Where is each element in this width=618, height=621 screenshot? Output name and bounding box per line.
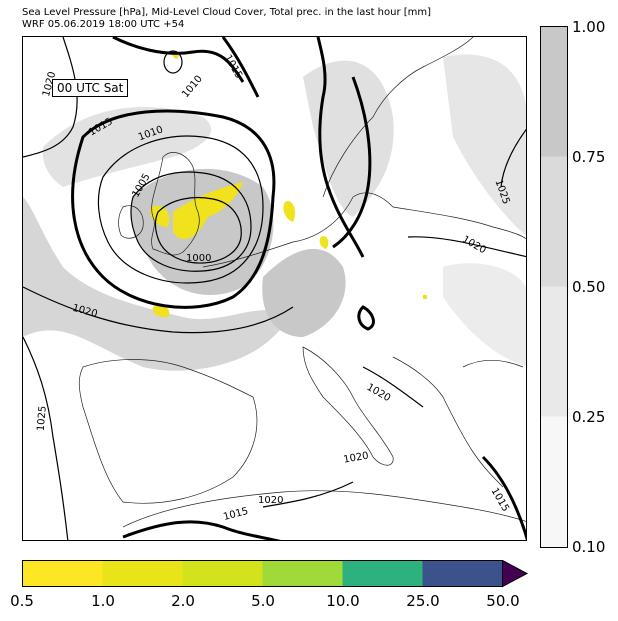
cloud-bin [540, 156, 568, 287]
precip-tick-label: 0.5 [10, 592, 34, 610]
cloud-area-scandinavia [303, 60, 394, 217]
coastline-iberia [78, 359, 258, 504]
precip-bin [262, 560, 343, 587]
isobar-1020-northwest [23, 37, 78, 158]
cloud-tick-label: 0.10 [572, 538, 606, 556]
isobar-label: 1020 [365, 382, 393, 404]
cloud-tick-label: 0.75 [572, 148, 606, 166]
isobar-label: 1025 [36, 405, 49, 431]
precip-colorbar-frame [22, 560, 503, 587]
isobar-1020-center [357, 305, 375, 331]
precip-area-poland [423, 295, 427, 299]
precip-tick-label: 2.0 [171, 592, 195, 610]
isobar-label: 1020 [258, 495, 283, 506]
precip-area-germany [319, 236, 329, 249]
precip-area-britain [173, 182, 243, 240]
time-stamp-label: 00 UTC Sat [52, 79, 129, 97]
cloud-area-central-europe [262, 248, 346, 337]
cloud-tick-label: 0.25 [572, 408, 606, 426]
isobar-1020-south [362, 366, 424, 408]
cloud-colorbar-frame [540, 26, 568, 548]
precip-bin [342, 560, 423, 587]
coastlines [78, 37, 526, 528]
precip-extend-arrow [502, 560, 529, 588]
precip-area-north-sea [283, 201, 296, 222]
isobar-1005 [130, 171, 252, 272]
coastline-britain [151, 152, 200, 256]
coastline-black-sea [462, 359, 524, 368]
coastline-north-africa [122, 490, 526, 528]
isobar-small-low [163, 50, 183, 74]
isobar-1015-north [221, 37, 260, 98]
isobar-1015-thick [112, 37, 245, 83]
cloud-area-atlantic [23, 197, 293, 371]
isobar-label: 1020 [460, 234, 488, 256]
cloud-area-east [443, 263, 526, 367]
isobar-1000 [154, 196, 242, 264]
coastline-scandinavia [322, 37, 474, 198]
coastline-continent [202, 192, 526, 268]
cloud-tick-label: 0.50 [572, 278, 606, 296]
isobar-1015-south [122, 520, 282, 540]
cloud-tick-label: 1.00 [572, 18, 606, 36]
coastline-ireland [118, 205, 144, 239]
map-canvas: 1020 1010 1015 1015 1010 1005 1000 1020 … [23, 37, 526, 540]
isobar-label: 1010 [180, 74, 205, 101]
isobars [23, 37, 526, 540]
cloud-bin [540, 26, 568, 157]
precip-bin [182, 560, 263, 587]
isobar-1010 [97, 135, 264, 284]
isobar-1020-med [262, 481, 354, 508]
precip-area-biscay [152, 305, 170, 318]
precip-bin [422, 560, 503, 587]
precip-bin [102, 560, 183, 587]
isobar-1025-west [23, 336, 69, 540]
cloud-area-west [42, 107, 212, 187]
precip-tick-label: 50.0 [486, 592, 520, 610]
precip-tick-label: 25.0 [406, 592, 440, 610]
precip-colorbar [22, 560, 529, 588]
precip-tick-label: 1.0 [91, 592, 115, 610]
cloud-cover-colorbar [540, 26, 568, 548]
isobar-1020 [23, 286, 294, 334]
precipitation-spots [150, 50, 427, 318]
isobar-label: 1020 [343, 450, 370, 465]
isobar-1015-central [316, 37, 365, 258]
isobar-1015-mid [332, 76, 372, 249]
cloud-cover-shading [23, 54, 526, 371]
cloud-area-northeast [443, 54, 526, 236]
chart-title: Sea Level Pressure [hPa], Mid-Level Clou… [22, 7, 432, 18]
coastline-italy [302, 346, 394, 466]
cloud-area-britain [131, 168, 274, 296]
isobar-label: 1000 [186, 253, 211, 264]
weather-map: 1020 1010 1015 1015 1010 1005 1000 1020 … [22, 36, 527, 541]
precip-tick-label: 10.0 [326, 592, 360, 610]
isobar-1025-east [500, 128, 526, 188]
isobar-1015-low [71, 109, 276, 309]
precip-bin [22, 560, 103, 587]
coastline-balkans [392, 356, 504, 488]
isobar-1015-southeast [481, 455, 526, 540]
isobar-label: 1015 [222, 506, 249, 523]
cloud-bin [540, 286, 568, 417]
isobar-1020-east [407, 236, 526, 258]
model-run-subtitle: WRF 05.06.2019 18:00 UTC +54 [22, 19, 185, 30]
cloud-bin [540, 416, 568, 548]
precip-tick-label: 5.0 [251, 592, 275, 610]
